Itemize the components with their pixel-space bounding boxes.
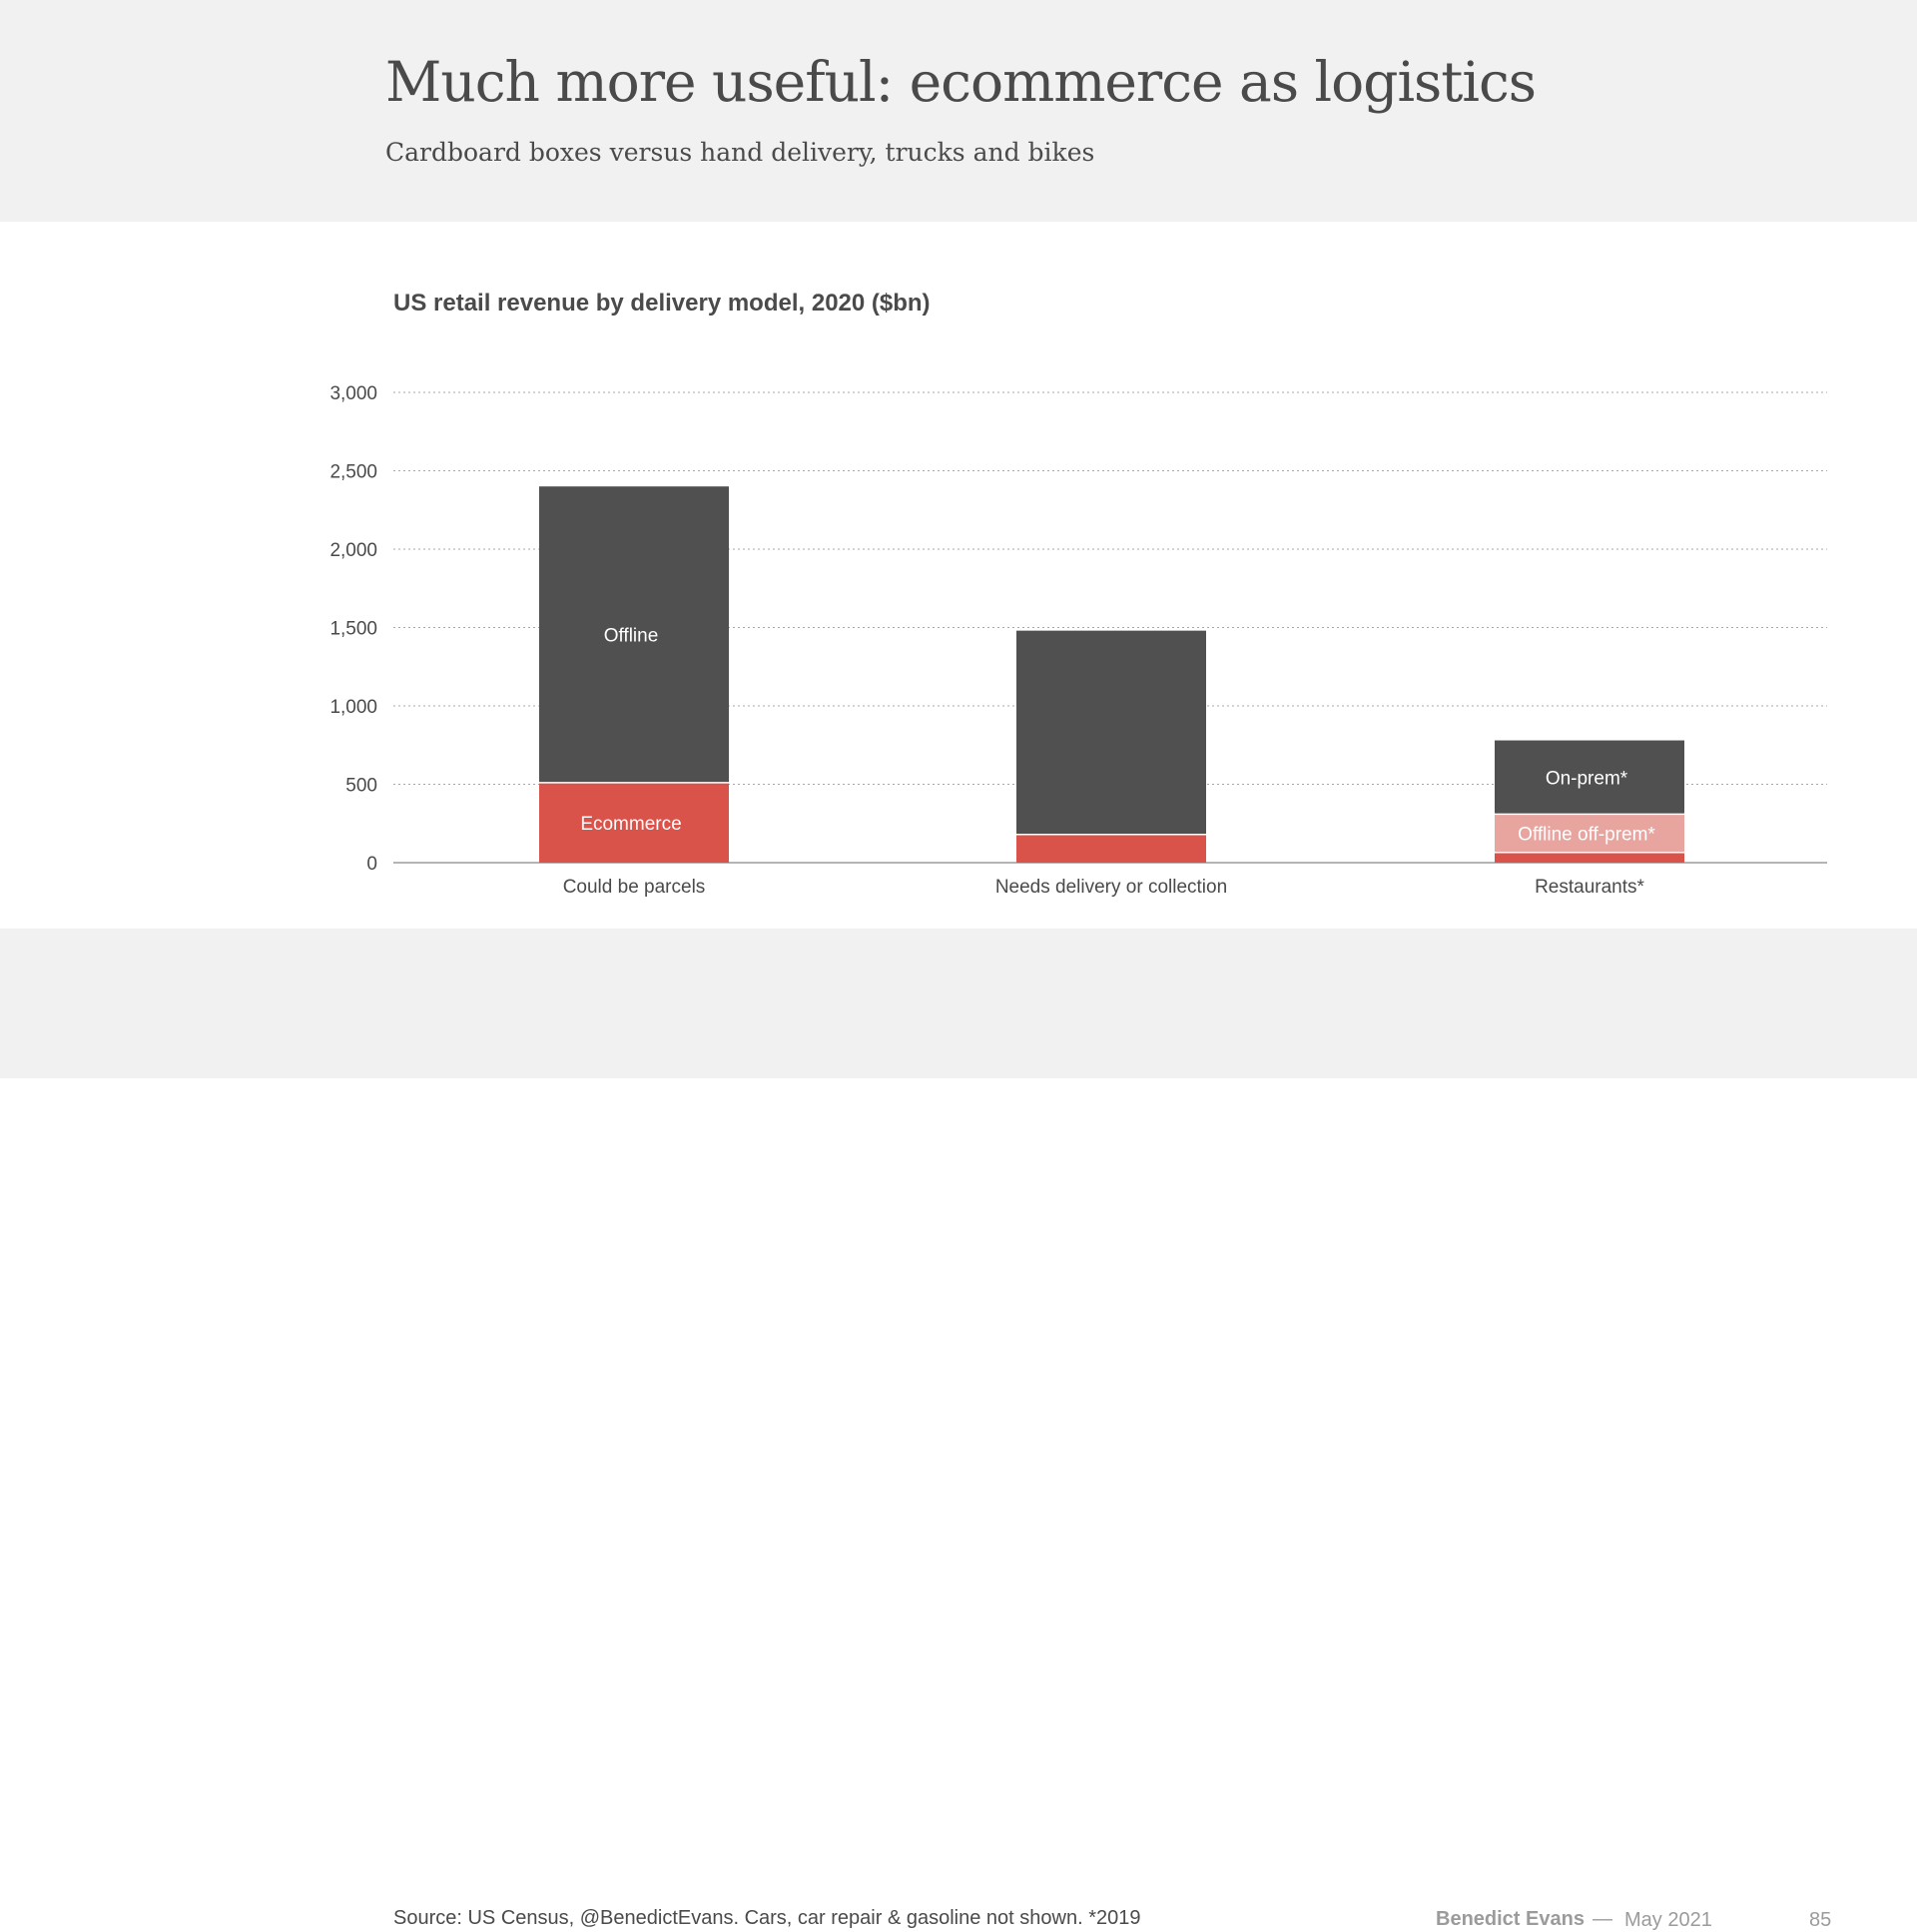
author-name: Benedict Evans bbox=[1436, 1908, 1585, 1930]
y-tick-label: 1,500 bbox=[329, 619, 377, 640]
slide-title: Much more useful: ecommerce as logistics bbox=[385, 50, 1537, 114]
y-tick-label: 3,000 bbox=[329, 383, 377, 404]
bar-segment bbox=[1016, 834, 1206, 863]
footer-date: May 2021 bbox=[1624, 1909, 1712, 1931]
slide-subtitle: Cardboard boxes versus hand delivery, tr… bbox=[385, 138, 1095, 167]
segment-label: On-prem* bbox=[1546, 768, 1628, 789]
y-tick-label: 2,000 bbox=[329, 540, 377, 561]
slide-footer: Source: US Census, @BenedictEvans. Cars,… bbox=[0, 929, 1917, 1931]
y-tick-label: 0 bbox=[366, 854, 377, 875]
bar-segment bbox=[1495, 814, 1684, 853]
bars bbox=[539, 486, 1684, 863]
y-tick-label: 500 bbox=[345, 776, 377, 797]
bar-segment bbox=[1495, 740, 1684, 815]
chart-title: US retail revenue by delivery model, 202… bbox=[393, 290, 931, 317]
bar-segment bbox=[539, 486, 729, 783]
footer-separator: — bbox=[1593, 1908, 1612, 1930]
y-tick-label: 1,000 bbox=[329, 697, 377, 718]
x-tick-label: Could be parcels bbox=[563, 877, 706, 898]
stacked-bar-chart: 0 500 1,000 1,500 2,000 2,500 3,000 Ecommerce Of… bbox=[329, 383, 1827, 898]
y-tick-label: 2,500 bbox=[329, 462, 377, 483]
segment-label: Offline bbox=[604, 626, 659, 647]
segment-label: Offline off-prem* bbox=[1518, 825, 1655, 846]
bar-segment bbox=[1495, 852, 1684, 863]
x-tick-label: Restaurants* bbox=[1535, 877, 1644, 898]
segment-label: Ecommerce bbox=[580, 814, 681, 835]
x-tick-label: Needs delivery or collection bbox=[995, 877, 1227, 898]
source-note: Source: US Census, @BenedictEvans. Cars,… bbox=[393, 1907, 1141, 1929]
slide-header: Much more useful: ecommerce as logistics… bbox=[0, 0, 1917, 222]
bar-segment bbox=[1016, 630, 1206, 835]
page-number: 85 bbox=[1809, 1909, 1832, 1931]
labels: 0 500 1,000 1,500 2,000 2,500 3,000 Ecommerce Of… bbox=[329, 383, 1655, 898]
bar-segment bbox=[539, 782, 729, 863]
